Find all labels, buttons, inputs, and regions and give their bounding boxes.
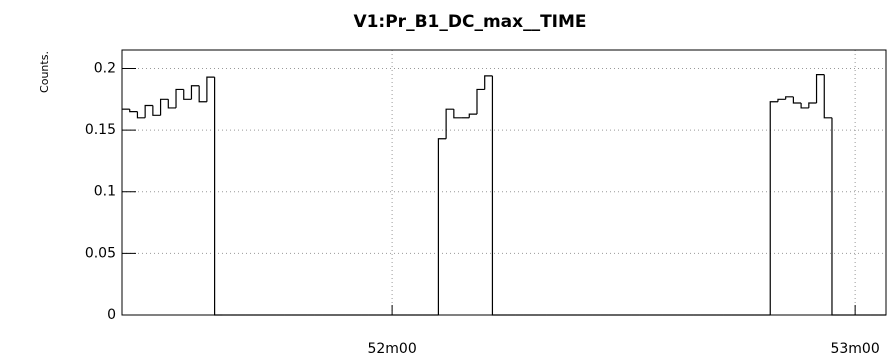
plot-frame <box>121 49 887 316</box>
y-tick-label: 0.05 <box>85 245 116 261</box>
histogram-bin <box>453 109 462 119</box>
y-tick-label: 0.2 <box>94 60 116 76</box>
histogram-bin <box>214 77 223 316</box>
histogram-bin <box>808 102 817 108</box>
histogram-bin <box>769 101 778 315</box>
histogram-bin <box>785 96 794 100</box>
histogram-bin <box>484 75 493 90</box>
histogram-bin <box>445 108 454 139</box>
x-tick-label: 52m00 <box>367 341 416 357</box>
chart-title: V1:Pr_B1_DC_max__TIME <box>353 12 586 32</box>
histogram-bin <box>183 89 192 100</box>
histogram-bin <box>437 138 447 315</box>
histogram-bin <box>175 88 184 108</box>
histogram-bin <box>800 103 809 109</box>
histogram-bin <box>831 117 840 316</box>
y-tick-label: 0.1 <box>94 184 116 200</box>
y-tick-label: 0 <box>107 307 116 323</box>
y-tick-label: 0.15 <box>85 122 116 138</box>
histogram-bin <box>792 96 802 104</box>
histogram-bin <box>777 98 786 102</box>
histogram-bin <box>476 88 485 115</box>
histogram-bin <box>491 75 501 316</box>
y-axis-label: Counts. <box>38 51 51 93</box>
histogram-bin <box>159 98 169 116</box>
histogram-bin <box>190 85 200 100</box>
histogram-bin <box>144 104 153 118</box>
histogram-bin <box>136 111 146 119</box>
histogram-bin <box>815 74 825 103</box>
histogram-bin <box>198 85 207 103</box>
histogram-bin <box>152 105 161 116</box>
histogram-bin <box>129 109 138 113</box>
histogram-bin <box>206 76 215 102</box>
histogram-bin <box>468 113 477 118</box>
histogram-bin <box>823 74 832 119</box>
histogram-bin <box>167 99 177 109</box>
x-tick-label: 53m00 <box>830 341 879 357</box>
